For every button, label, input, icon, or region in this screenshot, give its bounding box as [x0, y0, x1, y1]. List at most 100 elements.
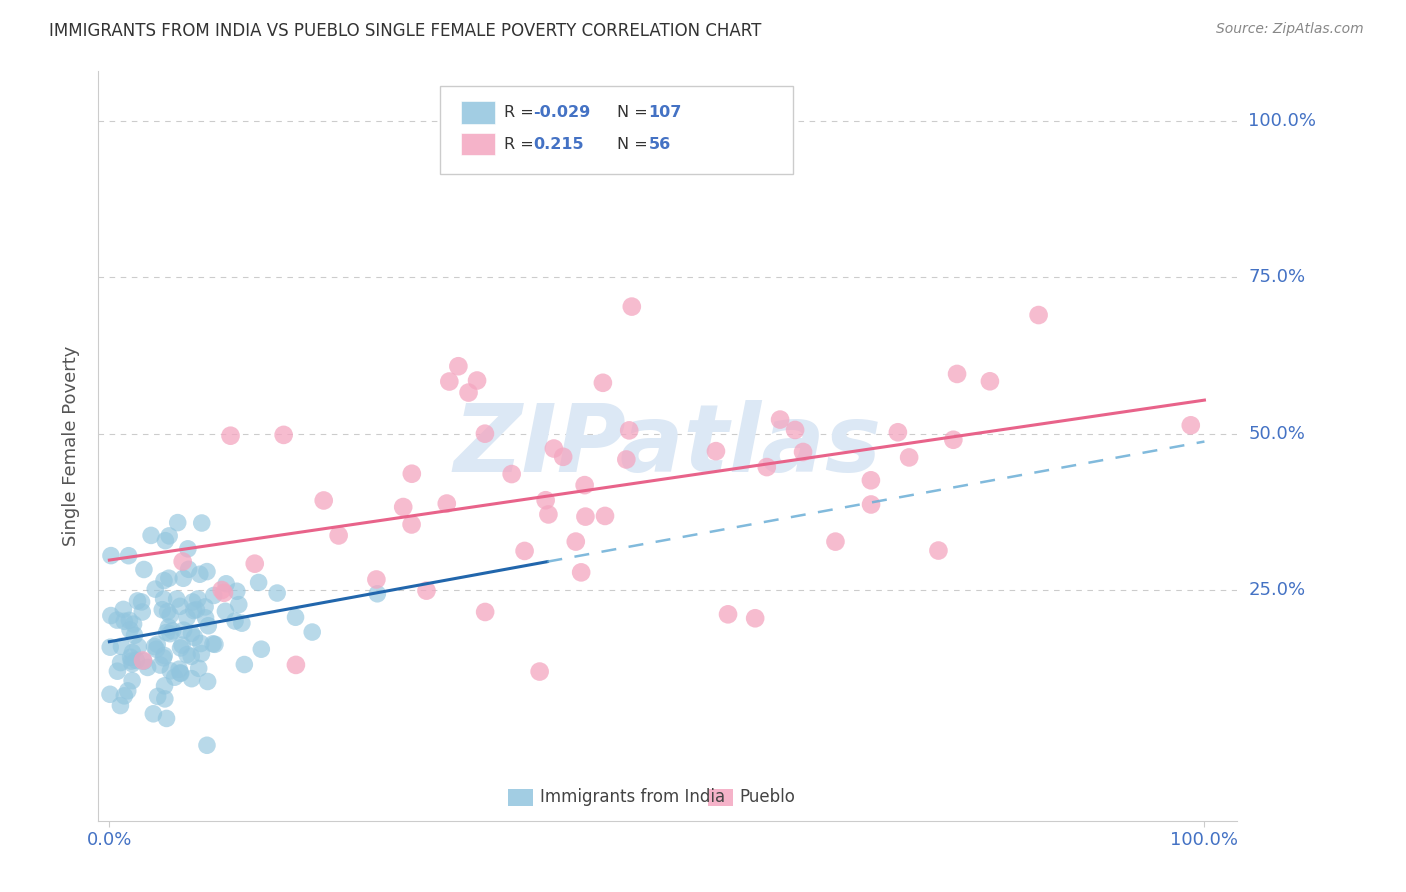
- Text: 75.0%: 75.0%: [1249, 268, 1306, 286]
- Text: 107: 107: [648, 105, 682, 120]
- Point: [159, 664, 181, 678]
- Point: [186, 603, 208, 617]
- Point: [169, 599, 191, 614]
- Text: Source: ZipAtlas.com: Source: ZipAtlas.com: [1216, 22, 1364, 37]
- Point: [415, 583, 437, 598]
- Point: [120, 650, 142, 665]
- Point: [194, 611, 217, 625]
- Point: [188, 567, 211, 582]
- Point: [215, 576, 238, 591]
- Text: R =: R =: [503, 136, 538, 152]
- Point: [537, 508, 560, 522]
- Point: [157, 571, 180, 585]
- Point: [120, 654, 142, 668]
- Point: [887, 425, 910, 440]
- Point: [228, 598, 250, 612]
- Point: [112, 602, 135, 616]
- Point: [439, 375, 461, 389]
- Point: [183, 603, 205, 617]
- Point: [166, 592, 188, 607]
- Point: [197, 674, 219, 689]
- Point: [155, 625, 177, 640]
- Point: [117, 549, 139, 563]
- Point: [125, 653, 148, 667]
- Point: [824, 534, 846, 549]
- Point: [112, 689, 135, 703]
- Point: [979, 374, 1001, 388]
- Point: [153, 692, 176, 706]
- Point: [146, 637, 169, 651]
- Point: [859, 473, 882, 487]
- Text: R =: R =: [503, 105, 538, 120]
- Point: [247, 575, 270, 590]
- Point: [927, 543, 949, 558]
- Point: [534, 493, 557, 508]
- Point: [181, 595, 204, 609]
- Point: [620, 300, 643, 314]
- Point: [195, 565, 218, 579]
- Point: [744, 611, 766, 625]
- Point: [157, 529, 180, 543]
- Point: [284, 657, 307, 672]
- Point: [592, 376, 614, 390]
- Point: [124, 628, 146, 642]
- Point: [401, 467, 423, 481]
- Point: [121, 646, 143, 660]
- Point: [98, 640, 121, 655]
- Point: [194, 599, 217, 614]
- Point: [574, 478, 596, 492]
- Point: [110, 698, 132, 713]
- Point: [792, 445, 814, 459]
- Point: [127, 640, 149, 654]
- Point: [180, 626, 202, 640]
- Point: [219, 428, 242, 442]
- Point: [169, 665, 191, 680]
- Point: [118, 613, 141, 627]
- Point: [157, 620, 180, 634]
- Point: [214, 604, 236, 618]
- Point: [176, 610, 198, 624]
- Text: ZIPatlas: ZIPatlas: [454, 400, 882, 492]
- Point: [190, 636, 212, 650]
- Point: [180, 672, 202, 686]
- Point: [565, 534, 588, 549]
- Point: [167, 662, 190, 676]
- Point: [574, 509, 596, 524]
- Point: [717, 607, 740, 622]
- Point: [231, 616, 253, 631]
- Point: [266, 586, 288, 600]
- Point: [122, 617, 145, 632]
- Point: [529, 665, 551, 679]
- Point: [187, 661, 209, 675]
- Point: [212, 586, 235, 600]
- Point: [132, 562, 155, 576]
- FancyBboxPatch shape: [707, 789, 733, 805]
- Point: [143, 640, 166, 654]
- Point: [233, 657, 256, 672]
- Text: Pueblo: Pueblo: [740, 789, 796, 806]
- Point: [152, 592, 174, 607]
- Text: N =: N =: [617, 105, 652, 120]
- Point: [159, 608, 181, 623]
- Point: [100, 608, 122, 623]
- Point: [273, 428, 295, 442]
- Point: [704, 444, 727, 458]
- Point: [593, 508, 616, 523]
- FancyBboxPatch shape: [461, 133, 495, 155]
- FancyBboxPatch shape: [509, 789, 533, 805]
- Point: [142, 706, 165, 721]
- Point: [447, 359, 470, 374]
- Point: [169, 640, 191, 655]
- Point: [942, 433, 965, 447]
- Point: [457, 385, 479, 400]
- Text: 56: 56: [648, 136, 671, 152]
- Point: [465, 374, 488, 388]
- Text: 0.215: 0.215: [533, 136, 583, 152]
- Point: [110, 656, 132, 670]
- Point: [366, 587, 388, 601]
- Point: [180, 649, 202, 664]
- Point: [132, 653, 155, 667]
- Point: [392, 500, 415, 514]
- Point: [166, 516, 188, 530]
- Point: [513, 544, 536, 558]
